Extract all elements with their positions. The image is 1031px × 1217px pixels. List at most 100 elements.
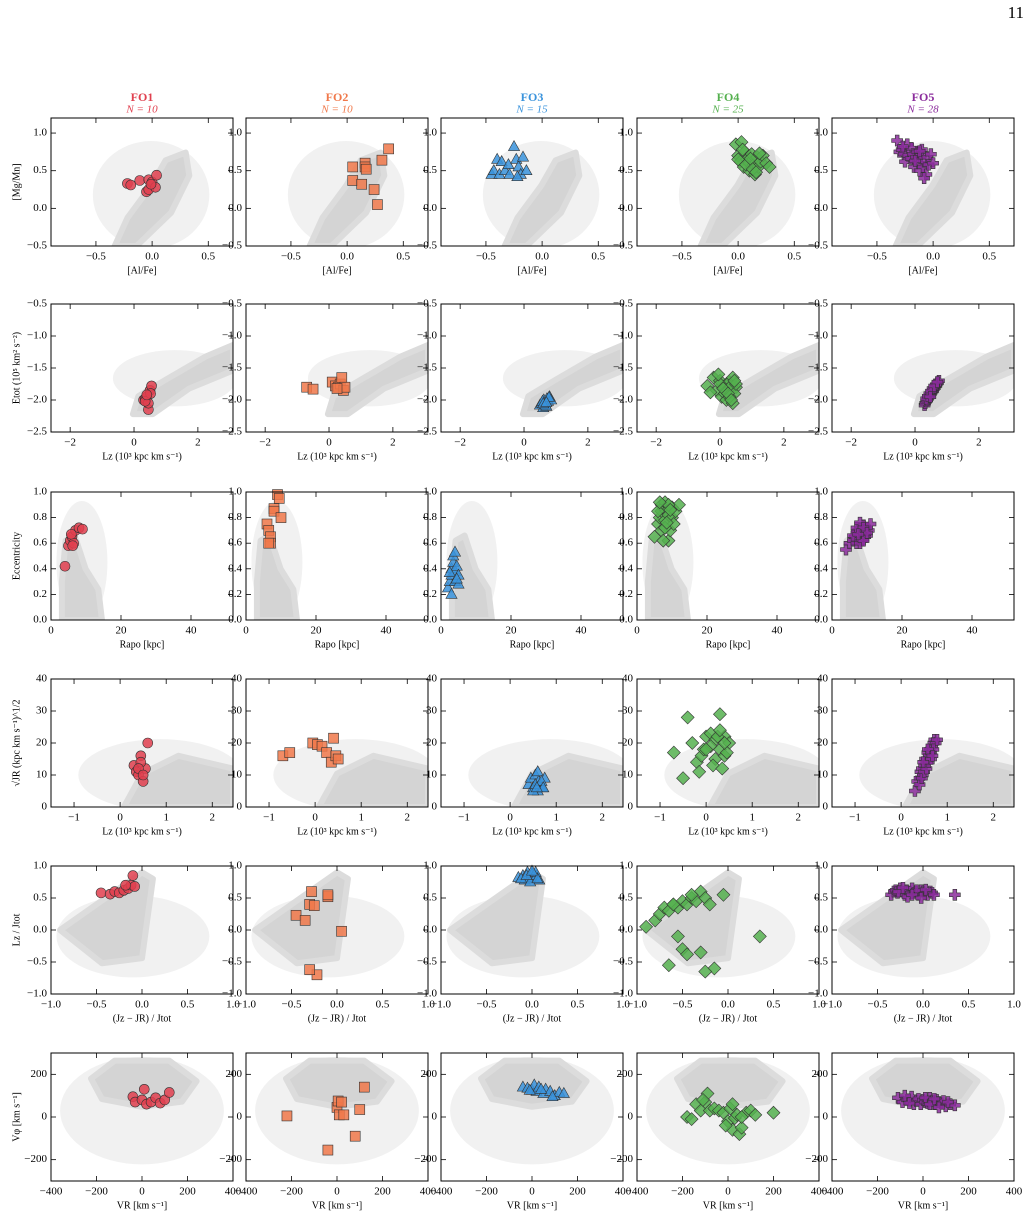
x-axis-label: VR [km s⁻¹] — [898, 1200, 949, 1211]
x-tick-label: 1 — [944, 812, 950, 824]
point — [349, 1130, 361, 1142]
point — [724, 393, 739, 407]
y-tick-label: 40 — [426, 673, 438, 685]
point — [507, 139, 521, 151]
x-axis-label: [Al/Fe] — [127, 265, 156, 276]
y-tick-label: −200 — [610, 1153, 633, 1165]
panel: −1.0 −0.5 0.0 0.5 1.0−1.0−0.50.00.51.0(Jz − … — [417, 860, 630, 1025]
x-tick-label: 0.5 — [181, 999, 195, 1011]
y-axis-label: √JR (kpc km s⁻¹)^1/2 — [11, 699, 22, 786]
x-tick-label: −2 — [454, 437, 466, 449]
panel: −2 0 2 −2.5 −2.0 −1.5 −1.0 −0.5 Lz (10³ kpc km s… — [613, 298, 820, 462]
y-tick-label: 30 — [426, 705, 438, 717]
point — [450, 572, 463, 584]
panel: −400 −200 0 200 400 −200 0 200 VR [km s⁻¹] — [414, 1052, 632, 1211]
point — [666, 897, 681, 912]
point — [445, 587, 458, 599]
panel: −1.0 −0.5 0.0 0.5 1.0−1.0−0.50.00.51.0(Jz − … — [11, 860, 240, 1025]
x-tick-label: 0 — [326, 437, 332, 449]
axes-frame — [245, 303, 429, 433]
x-tick-label: 0.0 — [721, 999, 735, 1011]
population-core — [644, 532, 691, 620]
y-tick-label: 0.6 — [814, 537, 828, 549]
x-tick-label: 0 — [507, 812, 513, 824]
point — [322, 889, 334, 901]
y-tick-label: −2.0 — [808, 394, 828, 406]
background-population — [837, 500, 889, 620]
point — [332, 753, 344, 765]
y-tick-label: 1.0 — [33, 486, 47, 498]
point — [331, 383, 343, 394]
y-tick-label: 0.5 — [619, 164, 633, 176]
point — [523, 1083, 536, 1095]
x-axis-label: Lz (10³ kpc km s⁻¹) — [102, 826, 182, 837]
y-tick-label: 0.5 — [619, 892, 633, 904]
point — [933, 1101, 945, 1114]
x-tick-label: −1.0 — [627, 999, 647, 1011]
x-tick-label: 0.0 — [535, 251, 549, 263]
y-tick-label: 0.0 — [228, 924, 242, 936]
x-tick-label: 40 — [772, 625, 784, 637]
x-tick-label: 0.0 — [330, 999, 344, 1011]
y-axis-label: [Mg/Mn] — [11, 163, 22, 200]
x-axis-label: Rapo [kpc] — [315, 639, 360, 650]
axes-frame — [440, 117, 624, 247]
y-tick-label: 1.0 — [423, 486, 437, 498]
y-tick-label: 0.5 — [423, 164, 437, 176]
y-tick-label: −2.0 — [613, 394, 633, 406]
x-tick-label: 0.0 — [145, 251, 159, 263]
x-tick-label: 0 — [243, 625, 249, 637]
x-tick-label: 200 — [569, 1186, 586, 1198]
point — [924, 1098, 936, 1110]
x-tick-label: −2 — [650, 437, 662, 449]
x-tick-label: 0 — [920, 1186, 926, 1198]
point — [534, 1082, 548, 1094]
x-tick-label: −400 — [626, 1186, 649, 1198]
y-tick-label: 1.0 — [33, 127, 47, 139]
x-tick-label: 20 — [311, 625, 323, 637]
y-tick-label: 0.5 — [814, 892, 828, 904]
point — [666, 745, 681, 760]
panel: −1.0 −0.5 0.0 0.5 1.0−1.0−0.50.00.51.0(Jz − … — [613, 860, 826, 1025]
population-core — [111, 149, 193, 246]
point — [512, 160, 525, 172]
x-tick-label: −400 — [40, 1186, 63, 1198]
y-tick-label: 10 — [817, 769, 829, 781]
panel: 0 20 40 0.0 0.2 0.4 0.6 0.8 1.0 Rapo [kpc] — [814, 486, 1015, 650]
y-tick-label: −0.5 — [417, 956, 437, 968]
y-tick-label: −2.5 — [27, 426, 47, 438]
y-tick-label: −200 — [414, 1153, 437, 1165]
point — [762, 160, 777, 174]
point — [659, 515, 674, 530]
axes-frame — [831, 491, 1015, 621]
x-axis-label: [Al/Fe] — [713, 265, 742, 276]
panel-subtitle: N = 10 — [320, 104, 353, 116]
point — [525, 864, 539, 876]
point — [531, 765, 544, 777]
y-tick-label: 1.0 — [228, 860, 242, 872]
x-tick-label: 0.0 — [135, 999, 149, 1011]
y-tick-label: 0.5 — [228, 892, 242, 904]
point — [909, 155, 921, 167]
point — [164, 1087, 175, 1098]
y-tick-label: −2.5 — [808, 426, 828, 438]
y-tick-label: 30 — [36, 705, 48, 717]
axes-frame — [831, 303, 1015, 433]
y-tick-label: −0.5 — [222, 956, 242, 968]
background-population — [446, 869, 600, 978]
y-tick-label: 0 — [237, 801, 243, 813]
point — [909, 785, 921, 797]
point — [511, 170, 524, 182]
point — [663, 502, 678, 517]
y-tick-label: 0 — [823, 801, 829, 813]
point — [338, 1109, 350, 1121]
y-tick-label: 0.5 — [423, 892, 437, 904]
point — [304, 964, 316, 975]
y-tick-label: 20 — [36, 737, 48, 749]
background-population — [307, 341, 428, 418]
page-number: 11 — [1008, 3, 1024, 22]
point — [495, 155, 508, 166]
point — [727, 373, 742, 388]
y-tick-label: −1.5 — [613, 362, 633, 374]
point — [127, 870, 139, 881]
